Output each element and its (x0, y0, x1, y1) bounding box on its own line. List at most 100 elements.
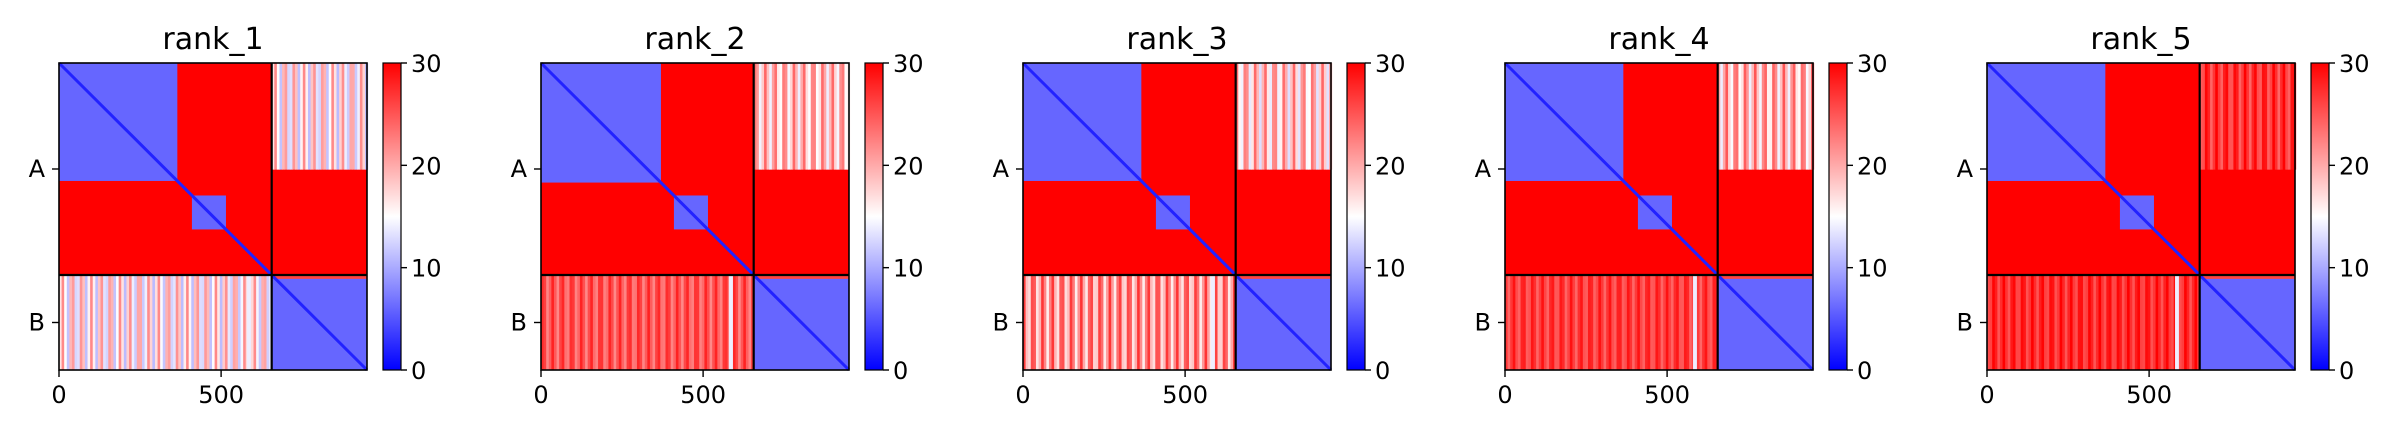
heatmap-cell (110, 274, 114, 370)
heatmap-cell (600, 274, 604, 370)
heatmap-cell (577, 274, 581, 370)
heatmap-cell (2277, 63, 2281, 170)
heatmap-cell (222, 274, 226, 370)
heatmap-cell (1722, 63, 1726, 170)
heatmap-cell (2210, 63, 2214, 170)
heatmap-cell (87, 274, 91, 370)
heatmap-cell (1523, 274, 1527, 370)
heatmap-cell (2124, 274, 2128, 370)
heatmap-cell (1798, 63, 1802, 170)
heatmap-cell (579, 274, 583, 370)
heatmap-cell (546, 274, 550, 370)
heatmap-cell (2145, 274, 2149, 370)
heatmap-cell (1048, 274, 1053, 370)
x-tick-label: 0 (1497, 381, 1512, 409)
heatmap-cell (1113, 274, 1117, 370)
heatmap-cell (79, 274, 83, 370)
heatmap-cell (256, 274, 260, 370)
heatmap-cell (1738, 63, 1742, 170)
heatmap-cell (634, 274, 638, 370)
heatmap-cell (139, 274, 143, 370)
heatmap-cell (644, 274, 648, 370)
heatmap-cell (2082, 274, 2087, 370)
heatmap-frame (1986, 62, 2296, 371)
heatmap-cell (206, 274, 210, 370)
heatmap-cell (1116, 274, 1120, 370)
heatmap-cell (2088, 274, 2092, 370)
heatmap-cell (1183, 274, 1187, 370)
y-tick-label: B (511, 308, 527, 336)
heatmap-cell (1248, 63, 1252, 170)
heatmap-cell (769, 63, 773, 170)
heatmap-cell (2246, 63, 2250, 170)
heatmap-cell (688, 274, 692, 370)
heatmap-cell (1214, 274, 1219, 370)
heatmap-cell (1121, 274, 1125, 370)
heatmap-cell (2189, 274, 2193, 370)
heatmap-cell (777, 63, 781, 170)
heatmap-cell (1310, 63, 1314, 170)
heatmap-cell (795, 63, 799, 170)
heatmap-frame (540, 62, 850, 371)
interchain-block-ba (1505, 274, 1719, 370)
colorbar-tick-label: 10 (1375, 255, 1406, 283)
heatmap-cell (243, 274, 247, 370)
heatmap-cell (250, 274, 255, 370)
diagonal (1021, 61, 1333, 372)
heatmap-cell (1059, 274, 1063, 370)
heatmap-cell (582, 274, 586, 370)
heatmap-cell (2012, 274, 2017, 370)
heatmap-cell (2085, 274, 2089, 370)
heatmap-cell (2077, 274, 2081, 370)
heatmap-cell (821, 63, 825, 170)
heatmap-cell (717, 274, 721, 370)
heatmap-cell (1157, 274, 1161, 370)
heatmap-cell (157, 274, 161, 370)
heatmap-cell (1647, 274, 1651, 370)
heatmap-cell (2228, 63, 2232, 170)
heatmap-cell (227, 274, 231, 370)
heatmap-cell (77, 274, 81, 370)
heatmap-cell (1611, 274, 1615, 370)
heatmap-cell (792, 63, 796, 170)
heatmap-cell (1043, 274, 1047, 370)
heatmap-cell (1704, 274, 1708, 370)
heatmap-cell (237, 274, 242, 370)
heatmap-cell (1546, 274, 1550, 370)
heatmap-cell (1699, 274, 1703, 370)
interchain-block-ab (271, 63, 369, 170)
heatmap-cell (738, 274, 742, 370)
heatmap-cell (2132, 274, 2136, 370)
heatmap-cell (1720, 63, 1724, 170)
heatmap-cell (1093, 274, 1097, 370)
heatmap-cell (1046, 274, 1050, 370)
heatmap-cell (2163, 274, 2167, 370)
heatmap-cell (2171, 274, 2175, 370)
heatmap-cell (118, 274, 122, 370)
heatmap-cell (1530, 274, 1535, 370)
heatmap-cell (1170, 274, 1174, 370)
heatmap-cell (1129, 274, 1133, 370)
heatmap-cell (201, 274, 205, 370)
heatmap-cell (2044, 274, 2048, 370)
heatmap-cell (2235, 63, 2240, 170)
heatmap-cell (1108, 274, 1112, 370)
heatmap-cell (2178, 274, 2183, 370)
heatmap-cell (813, 63, 817, 170)
panel-rank_4: rank_4 0 500 A B 0 10 20 30 (1475, 22, 1888, 409)
heatmap-cell (1297, 63, 1302, 170)
interchain-block-ba (59, 274, 273, 370)
heatmap-cell (1746, 63, 1750, 170)
heatmap-cell (1056, 274, 1060, 370)
heatmap-cell (673, 274, 677, 370)
heatmap-cell (160, 274, 164, 370)
heatmap-cell (209, 274, 213, 370)
heatmap-cell (1670, 274, 1675, 370)
heatmap-cell (1733, 63, 1737, 170)
heatmap-cell (1587, 274, 1592, 370)
heatmap-cell (131, 274, 135, 370)
heatmap-cell (152, 274, 156, 370)
heatmap-cell (1207, 274, 1211, 370)
heatmap-cell (1803, 63, 1807, 170)
panel-rank_2: rank_2 0 500 A B 0 10 20 30 (511, 22, 924, 409)
